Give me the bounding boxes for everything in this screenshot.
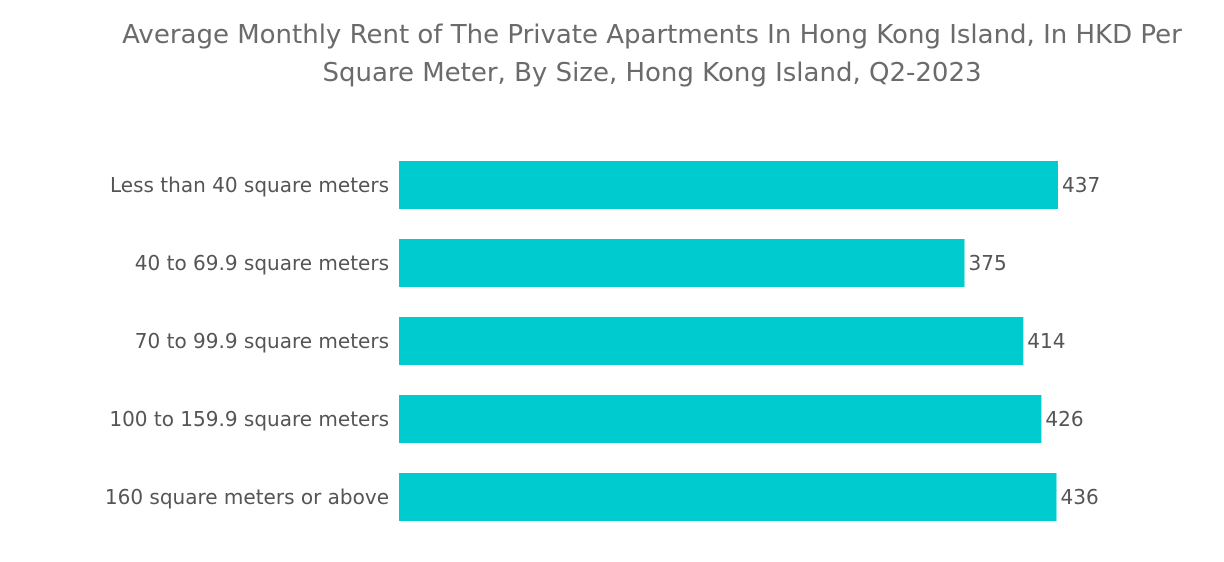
value-label-2: 375 — [969, 251, 1007, 275]
chart-title-line-1: Average Monthly Rent of The Private Apar… — [122, 20, 1182, 50]
chart-title-line-2: Square Meter, By Size, Hong Kong Island,… — [322, 58, 982, 88]
category-label-4: 100 to 159.9 square meters — [109, 407, 389, 431]
bar-1 — [399, 161, 1058, 209]
value-label-1: 437 — [1062, 173, 1100, 197]
bar-2 — [399, 239, 965, 287]
bar-3 — [399, 317, 1024, 365]
value-label-3: 414 — [1027, 329, 1065, 353]
category-label-5: 160 square meters or above — [105, 485, 389, 509]
chart-title: Average Monthly Rent of The Private Apar… — [60, 16, 1224, 92]
bar-5 — [399, 473, 1057, 521]
category-label-1: Less than 40 square meters — [110, 173, 389, 197]
value-label-4: 426 — [1045, 407, 1083, 431]
category-label-2: 40 to 69.9 square meters — [135, 251, 389, 275]
bar-4 — [399, 395, 1042, 443]
category-label-3: 70 to 99.9 square meters — [135, 329, 389, 353]
value-label-5: 436 — [1061, 485, 1099, 509]
